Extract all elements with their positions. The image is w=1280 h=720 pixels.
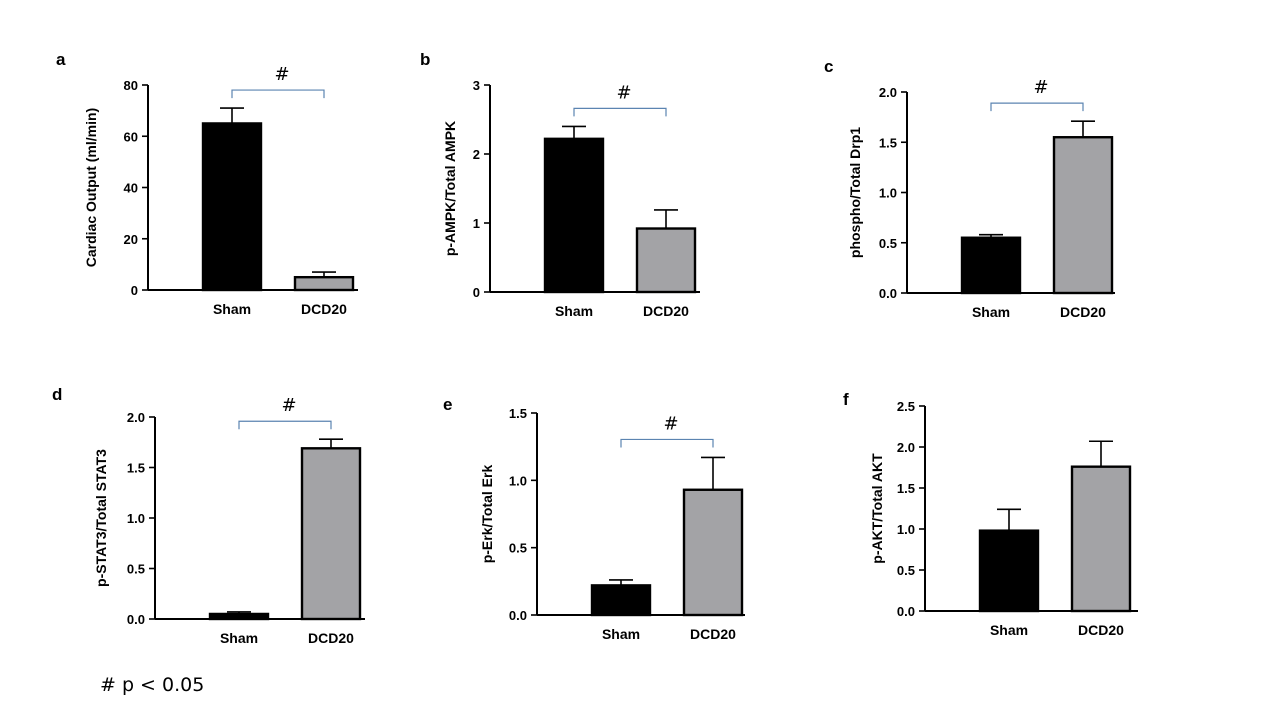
y-tick-label-f-1: 0.5 [897, 563, 915, 578]
y-axis-title-a: Cardiac Output (ml/min) [83, 108, 99, 267]
x-tick-label-e-0: Sham [602, 626, 640, 642]
bar-f-dcd20 [1070, 465, 1132, 613]
y-tick-label-a-0: 0 [131, 283, 138, 298]
x-tick-label-b-1: DCD20 [643, 303, 689, 319]
panel-label-e: e [443, 395, 452, 414]
significance-bracket-c [990, 102, 1084, 112]
significance-mark-a: # [274, 64, 289, 85]
y-tick-label-a-1: 20 [124, 232, 138, 247]
significance-bracket-d [238, 420, 332, 430]
y-tick-label-f-2: 1.0 [897, 522, 915, 537]
y-tick-label-e-3: 1.5 [509, 406, 527, 421]
significance-bracket-a [231, 89, 325, 99]
y-tick-label-c-4: 2.0 [879, 85, 897, 100]
y-tick-label-f-5: 2.5 [897, 399, 915, 414]
significance-mark-b: # [616, 82, 631, 103]
y-tick-label-f-3: 1.5 [897, 481, 915, 496]
x-tick-label-e-1: DCD20 [690, 626, 736, 642]
y-tick-label-c-2: 1.0 [879, 186, 897, 201]
x-tick-label-a-0: Sham [213, 301, 251, 317]
significance-mark-d: # [281, 395, 296, 416]
y-tick-label-e-2: 1.0 [509, 473, 527, 488]
y-axis-title-c: phospho/Total Drp1 [847, 127, 863, 258]
x-tick-label-d-1: DCD20 [308, 630, 354, 646]
significance-bracket-e [620, 438, 714, 448]
panel-label-b: b [420, 50, 430, 69]
x-tick-label-f-1: DCD20 [1078, 622, 1124, 638]
x-tick-label-b-0: Sham [555, 303, 593, 319]
bar-b-sham [543, 137, 605, 294]
y-tick-label-c-0: 0.0 [879, 286, 897, 301]
y-tick-label-c-3: 1.5 [879, 135, 897, 150]
y-tick-label-d-1: 0.5 [127, 562, 145, 577]
bar-c-dcd20 [1052, 136, 1114, 295]
x-tick-label-d-0: Sham [220, 630, 258, 646]
y-tick-label-a-4: 80 [124, 78, 138, 93]
x-tick-label-c-1: DCD20 [1060, 304, 1106, 320]
bar-b-dcd20 [635, 227, 697, 294]
bar-e-sham [590, 584, 652, 617]
panel-label-a: a [56, 50, 66, 69]
bar-e-dcd20 [682, 488, 744, 617]
y-axis-title-d: p-STAT3/Total STAT3 [93, 449, 109, 587]
y-tick-label-e-0: 0.0 [509, 608, 527, 623]
y-tick-label-e-1: 0.5 [509, 541, 527, 556]
bar-a-dcd20 [293, 275, 355, 292]
y-tick-label-c-1: 0.5 [879, 236, 897, 251]
x-tick-label-f-0: Sham [990, 622, 1028, 638]
y-tick-label-b-2: 2 [473, 147, 480, 162]
y-tick-label-d-0: 0.0 [127, 612, 145, 627]
y-tick-label-d-3: 1.5 [127, 461, 145, 476]
y-axis-title-f: p-AKT/Total AKT [869, 453, 885, 564]
y-axis-title-e: p-Erk/Total Erk [479, 465, 495, 564]
y-tick-label-f-0: 0.0 [897, 604, 915, 619]
panel-label-f: f [843, 390, 849, 409]
significance-mark-e: # [663, 413, 678, 434]
x-tick-label-c-0: Sham [972, 304, 1010, 320]
bar-f-sham [978, 529, 1040, 613]
x-tick-label-a-1: DCD20 [301, 301, 347, 317]
significance-footnote: # p < 0.05 [100, 674, 205, 696]
y-tick-label-d-2: 1.0 [127, 511, 145, 526]
significance-bracket-b [573, 107, 667, 117]
panel-label-c: c [824, 57, 833, 76]
panel-label-d: d [52, 385, 62, 404]
bar-a-sham [201, 122, 263, 292]
y-tick-label-b-0: 0 [473, 285, 480, 300]
y-tick-label-f-4: 2.0 [897, 440, 915, 455]
y-tick-label-b-3: 3 [473, 78, 480, 93]
bar-d-dcd20 [300, 447, 362, 621]
bar-c-sham [960, 236, 1022, 295]
y-axis-title-b: p-AMPK/Total AMPK [442, 121, 458, 256]
significance-mark-c: # [1033, 77, 1048, 98]
y-tick-label-d-4: 2.0 [127, 410, 145, 425]
y-tick-label-a-2: 40 [124, 181, 138, 196]
y-tick-label-b-1: 1 [473, 216, 480, 231]
y-tick-label-a-3: 60 [124, 129, 138, 144]
